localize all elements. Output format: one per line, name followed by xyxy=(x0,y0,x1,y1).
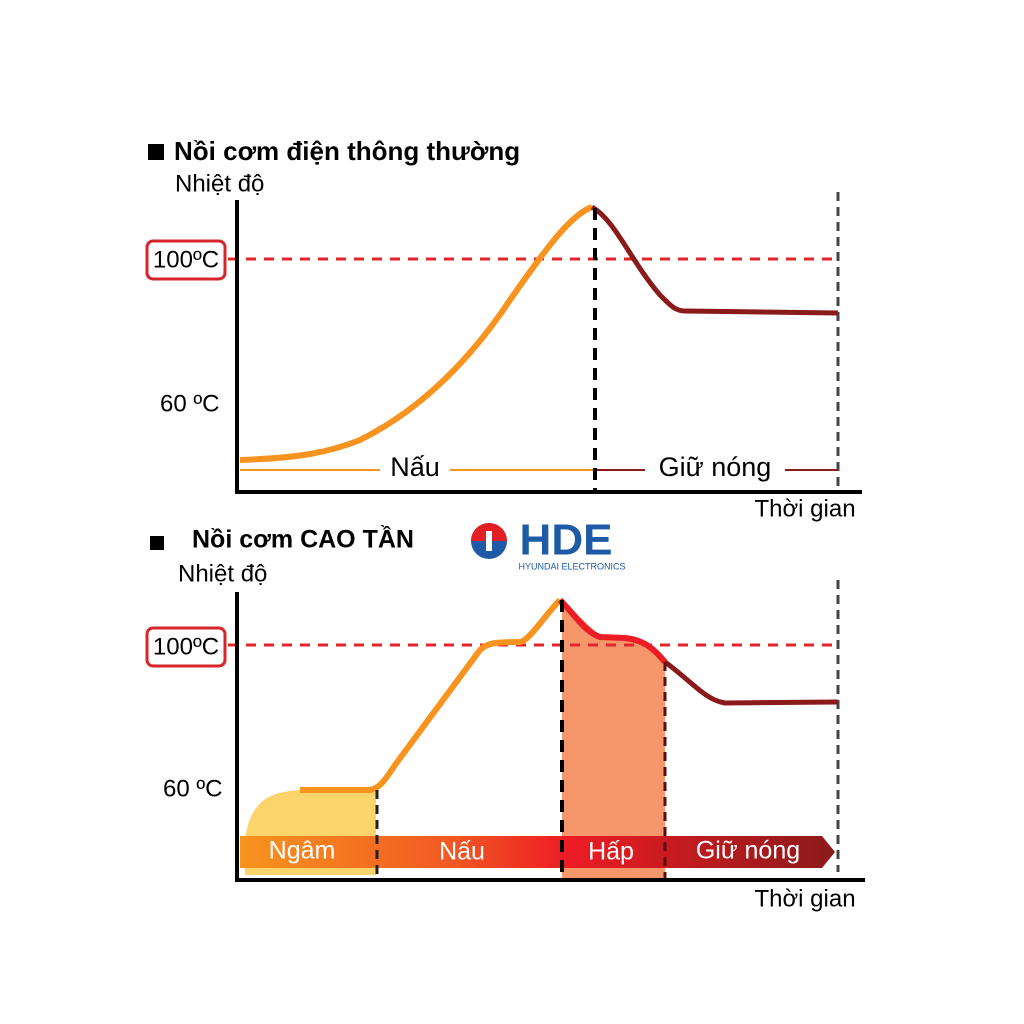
y-axis-label: Nhiệt độ xyxy=(178,560,267,587)
y-axis-label: Nhiệt độ xyxy=(175,170,264,197)
steam-area xyxy=(562,600,665,878)
phase-band xyxy=(240,836,835,868)
curve xyxy=(239,204,594,463)
section-high-frequency: Nồi cơm CAO TẦN HDE HYUNDAI ELECTRONICS … xyxy=(145,516,865,912)
phase-label: Giữ nóng xyxy=(696,837,800,865)
logo: HDE HYUNDAI ELECTRONICS xyxy=(471,516,626,571)
bullet xyxy=(150,536,164,550)
phase-label: Nấu xyxy=(439,838,485,866)
phase-label: Giữ nóng xyxy=(659,452,772,482)
x-axis-label: Thời gian xyxy=(754,495,855,522)
x-axis-label: Thời gian xyxy=(754,885,855,912)
level-box xyxy=(145,626,227,668)
level-label: 100ºC xyxy=(153,246,219,273)
level-label: 100ºC xyxy=(153,633,219,660)
curve xyxy=(300,597,563,793)
curve xyxy=(663,659,839,706)
logo-icon xyxy=(486,531,492,551)
section-title: Nồi cơm CAO TẦN xyxy=(192,525,414,554)
curve xyxy=(557,597,668,664)
level-label: 60 ºC xyxy=(160,390,219,417)
curve xyxy=(590,204,839,316)
level-label: 60 ºC xyxy=(163,775,222,802)
logo-text: HDE xyxy=(520,516,613,565)
bullet xyxy=(148,144,164,160)
section-normal: Nồi cơm điện thông thường Nhiệt độ 100ºC… xyxy=(145,136,862,522)
section-title: Nồi cơm điện thông thường xyxy=(174,136,520,166)
phase-label: Ngâm xyxy=(269,837,336,865)
phase-label: Hấp xyxy=(588,838,634,866)
level-box xyxy=(145,239,227,281)
phase-label: Nấu xyxy=(390,452,440,482)
logo-subtitle: HYUNDAI ELECTRONICS xyxy=(518,561,625,571)
